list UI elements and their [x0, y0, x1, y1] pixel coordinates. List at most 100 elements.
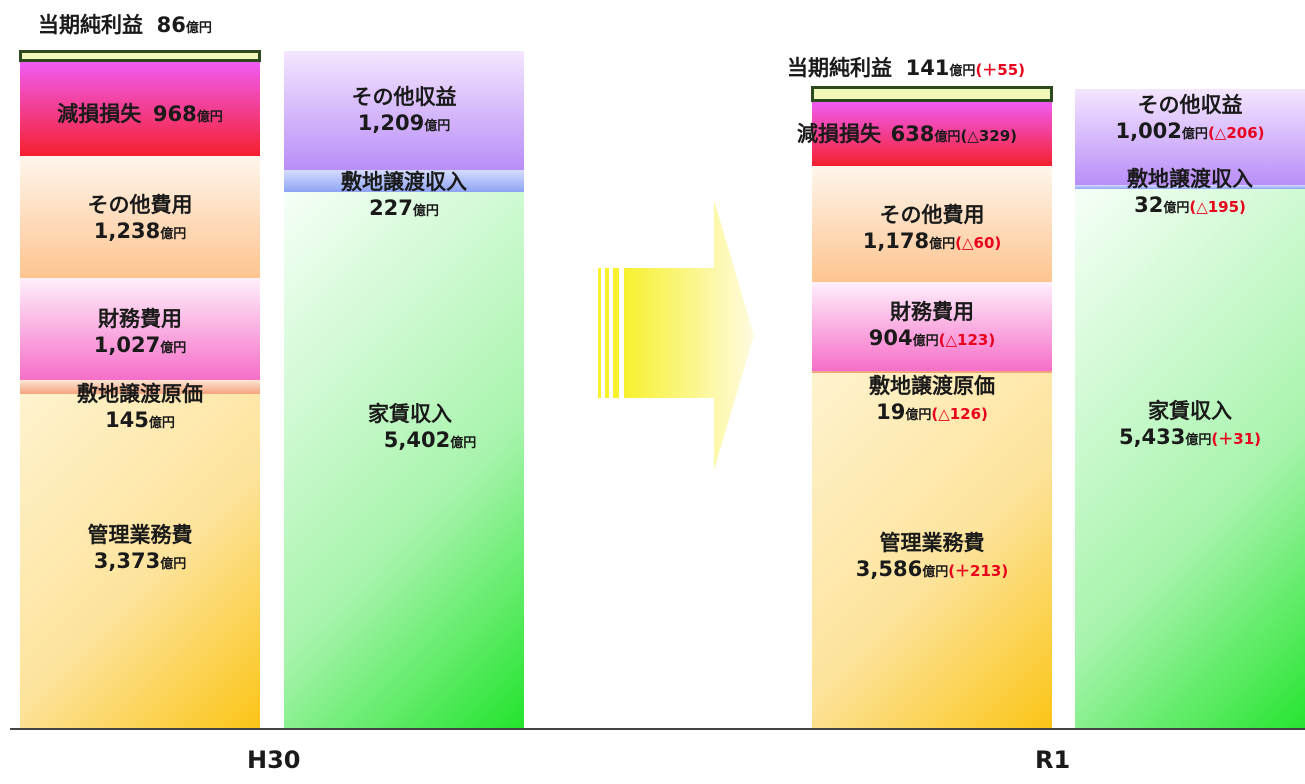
r1-other-cost-unit: 億円 [929, 237, 956, 253]
h30-site-cost-name: 敷地譲渡原価 [77, 382, 203, 406]
r1-other-cost-label: その他費用 1,178億円(△60) [812, 202, 1052, 255]
r1-site-cost-unit: 億円 [905, 408, 932, 424]
r1-other-cost-change: (△60) [955, 234, 1002, 253]
r1-mgmt-cost-unit: 億円 [922, 565, 949, 581]
h30-site-revenue-label: 敷地譲渡収入 227億円 [284, 169, 524, 222]
r1-net-profit-change: (＋55) [975, 61, 1026, 79]
r1-finance-cost-unit: 億円 [912, 334, 939, 350]
r1-rent-revenue-name: 家賃収入 [1148, 399, 1232, 423]
r1-impairment-bar [812, 102, 1052, 166]
r1-site-cost-name: 敷地譲渡原価 [869, 374, 995, 398]
r1-other-cost-name: その他費用 [879, 203, 985, 227]
h30-site-revenue-bar [284, 170, 524, 192]
r1-mgmt-cost-label: 管理業務費 3,586億円(＋213) [812, 530, 1052, 583]
baseline [10, 728, 1305, 730]
h30-finance-cost-name: 財務費用 [98, 307, 182, 331]
h30-net-profit-bar [19, 50, 261, 62]
h30-impairment-name: 減損損失 [57, 102, 142, 126]
r1-other-revenue-label: その他収益 1,002億円(△206) [1075, 92, 1305, 145]
r1-impairment-value: 638 [890, 122, 935, 146]
r1-site-revenue-unit: 億円 [1163, 201, 1190, 217]
r1-impairment-unit: 億円 [934, 130, 961, 145]
r1-rent-revenue-unit: 億円 [1185, 433, 1212, 449]
r1-net-profit-label: 当期純利益 141億円(＋55) [787, 55, 1025, 81]
h30-rent-revenue-unit: 億円 [450, 436, 477, 452]
r1-site-revenue-label: 敷地譲渡収入 32億円(△195) [1075, 166, 1305, 219]
r1-mgmt-cost-value: 3,586 [855, 557, 923, 582]
r1-site-cost-change: (△126) [931, 405, 988, 424]
h30-mgmt-cost-bar [20, 394, 260, 728]
h30-rent-revenue-value: 5,402 [383, 428, 451, 453]
h30-rent-revenue-label: 家賃収入 5,402億円 [310, 401, 550, 454]
category-label-h30: H30 [247, 746, 301, 774]
r1-rent-revenue-change: (＋31) [1211, 430, 1262, 449]
r1-other-revenue-bar [1075, 89, 1305, 185]
h30-site-cost-label: 敷地譲渡原価 145億円 [20, 381, 260, 434]
h30-other-revenue-label: その他収益 1,209億円 [284, 84, 524, 137]
h30-impairment-label: 減損損失 968億円 [20, 101, 260, 127]
r1-site-revenue-change: (△195) [1189, 198, 1246, 217]
transition-arrow-icon [598, 200, 754, 470]
h30-site-revenue-unit: 億円 [412, 204, 439, 220]
r1-site-revenue-bar [1075, 185, 1305, 189]
r1-impairment-label: 減損損失 638億円(△329) [797, 121, 1017, 147]
h30-finance-cost-value: 1,027 [93, 333, 161, 358]
r1-other-revenue-value: 1,002 [1115, 119, 1182, 144]
h30-site-revenue-name: 敷地譲渡収入 [341, 170, 467, 194]
h30-rent-revenue-bar [284, 192, 524, 728]
h30-site-cost-value: 145 [105, 408, 149, 433]
r1-other-revenue-unit: 億円 [1181, 127, 1208, 143]
h30-other-revenue-name: その他収益 [351, 85, 457, 109]
r1-finance-cost-value: 904 [868, 326, 913, 351]
h30-net-profit-name: 当期純利益 [38, 13, 143, 37]
h30-other-cost-label: その他費用 1,238億円 [20, 192, 260, 245]
r1-mgmt-cost-change: (＋213) [948, 562, 1009, 581]
h30-mgmt-cost-label: 管理業務費 3,373億円 [20, 522, 260, 575]
r1-mgmt-cost-name: 管理業務費 [879, 531, 985, 555]
r1-other-revenue-name: その他収益 [1137, 93, 1243, 117]
r1-site-cost-label: 敷地譲渡原価 19億円(△126) [812, 373, 1052, 426]
h30-other-revenue-bar [284, 51, 524, 170]
r1-impairment-change: (△329) [960, 127, 1017, 145]
r1-finance-cost-bar [812, 282, 1052, 371]
r1-net-profit-name: 当期純利益 [787, 56, 892, 80]
r1-other-revenue-change: (△206) [1207, 124, 1265, 143]
h30-other-revenue-value: 1,209 [357, 111, 425, 136]
h30-mgmt-cost-value: 3,373 [93, 549, 161, 574]
h30-impairment-value: 968 [152, 102, 197, 126]
h30-impairment-unit: 億円 [196, 110, 223, 125]
h30-other-cost-name: その他費用 [87, 193, 193, 217]
h30-finance-cost-unit: 億円 [160, 341, 187, 357]
r1-other-cost-bar [812, 166, 1052, 282]
h30-site-cost-bar [20, 380, 260, 394]
h30-net-profit-unit: 億円 [185, 21, 212, 36]
h30-rent-revenue-name: 家賃収入 [368, 402, 452, 426]
r1-rent-revenue-value: 5,433 [1118, 425, 1186, 450]
r1-finance-cost-change: (△123) [938, 331, 996, 350]
r1-finance-cost-label: 財務費用 904億円(△123) [812, 299, 1052, 352]
h30-impairment-bar [20, 62, 260, 156]
h30-other-cost-bar [20, 156, 260, 278]
h30-site-revenue-value: 227 [369, 196, 413, 221]
r1-site-revenue-name: 敷地譲渡収入 [1127, 167, 1253, 191]
h30-site-cost-unit: 億円 [148, 416, 175, 432]
r1-impairment-name: 減損損失 [797, 122, 881, 146]
r1-rent-revenue-label: 家賃収入 5,433億円(＋31) [1075, 398, 1305, 451]
r1-site-cost-bar [812, 371, 1052, 373]
h30-other-cost-value: 1,238 [93, 219, 161, 244]
r1-net-profit-bar [811, 86, 1053, 102]
h30-mgmt-cost-unit: 億円 [160, 557, 187, 573]
h30-other-cost-unit: 億円 [160, 227, 187, 243]
h30-finance-cost-label: 財務費用 1,027億円 [20, 306, 260, 359]
r1-mgmt-cost-bar [812, 373, 1052, 728]
r1-other-cost-value: 1,178 [862, 229, 930, 254]
r1-site-revenue-value: 32 [1134, 193, 1164, 218]
h30-net-profit-label: 当期純利益 86億円 [38, 12, 212, 38]
r1-site-cost-value: 19 [876, 400, 906, 425]
r1-net-profit-value: 141 [905, 56, 950, 80]
r1-finance-cost-name: 財務費用 [890, 300, 974, 324]
r1-net-profit-unit: 億円 [949, 64, 976, 79]
h30-other-revenue-unit: 億円 [424, 119, 451, 135]
category-label-r1: R1 [1035, 746, 1071, 774]
h30-net-profit-value: 86 [156, 13, 186, 37]
